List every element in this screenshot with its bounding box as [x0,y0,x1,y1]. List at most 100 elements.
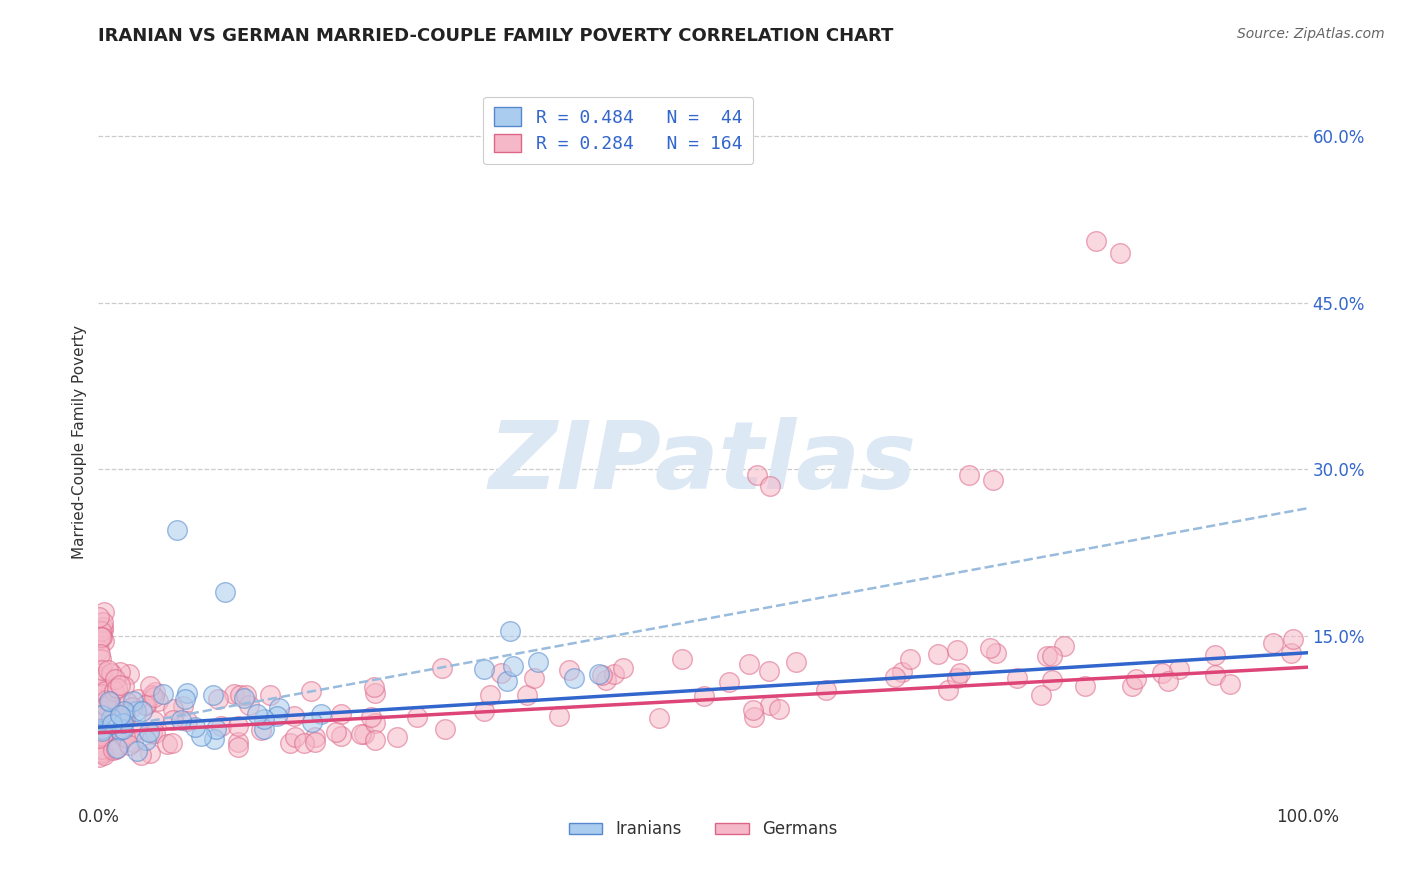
Point [90,723,112,738]
Point [249,723,271,738]
Legend: Iranians, Germans: Iranians, Germans [562,814,844,845]
Text: IRANIAN VS GERMAN MARRIED-COUPLE FAMILY POVERTY CORRELATION CHART: IRANIAN VS GERMAN MARRIED-COUPLE FAMILY … [98,27,894,45]
Point [184,720,207,734]
Point [104,672,127,686]
Point [1074,680,1097,694]
Point [900,651,922,665]
Point [363,680,385,694]
Point [1125,672,1147,686]
Point [1005,671,1028,685]
Point [111,722,134,736]
Point [284,730,307,744]
Point [814,682,837,697]
Point [747,467,769,482]
Point [138,679,160,693]
Point [738,657,761,672]
Point [595,673,617,687]
Point [214,584,236,599]
Point [233,690,256,705]
Point [1204,648,1226,663]
Point [90,708,112,723]
Point [122,694,145,708]
Point [108,665,131,679]
Point [671,652,693,666]
Point [299,684,322,698]
Point [304,735,326,749]
Point [101,743,124,757]
Point [94,698,117,713]
Point [135,698,157,712]
Point [114,712,136,726]
Point [98,695,121,709]
Text: Source: ZipAtlas.com: Source: ZipAtlas.com [1237,27,1385,41]
Point [309,706,332,721]
Point [742,709,765,723]
Point [472,704,495,718]
Point [122,723,145,738]
Point [97,664,120,678]
Point [93,634,115,648]
Point [94,693,117,707]
Point [1279,646,1302,660]
Point [93,729,115,743]
Point [91,722,114,736]
Point [496,673,519,688]
Point [108,739,131,753]
Point [986,646,1008,660]
Point [364,715,387,730]
Point [350,727,373,741]
Point [103,683,125,698]
Point [176,714,198,729]
Point [957,467,980,482]
Point [107,698,129,713]
Point [1040,649,1063,664]
Point [1282,632,1305,647]
Point [190,730,212,744]
Point [742,703,765,717]
Point [253,722,276,736]
Point [89,673,111,687]
Point [1150,666,1173,681]
Point [93,605,115,619]
Point [129,747,152,762]
Point [430,661,453,675]
Point [87,709,110,723]
Point [166,524,188,538]
Point [330,707,353,722]
Point [758,479,780,493]
Point [207,691,229,706]
Point [252,712,274,726]
Point [91,746,114,760]
Point [91,630,114,644]
Point [717,674,740,689]
Point [152,687,174,701]
Point [87,643,110,657]
Point [1263,636,1285,650]
Point [143,714,166,728]
Point [201,688,224,702]
Point [516,688,538,702]
Point [91,741,114,756]
Point [491,665,513,680]
Point [105,740,128,755]
Point [360,709,382,723]
Point [115,695,138,709]
Point [91,726,114,740]
Point [148,693,170,707]
Point [118,667,141,681]
Point [1168,661,1191,675]
Point [890,665,912,679]
Point [89,610,111,624]
Point [927,647,949,661]
Point [91,620,114,634]
Point [209,719,232,733]
Point [1219,677,1241,691]
Point [693,690,716,704]
Point [325,725,347,739]
Point [226,740,249,755]
Y-axis label: Married-Couple Family Poverty: Married-Couple Family Poverty [72,325,87,558]
Point [135,732,157,747]
Point [104,742,127,756]
Point [229,688,252,702]
Point [945,671,967,685]
